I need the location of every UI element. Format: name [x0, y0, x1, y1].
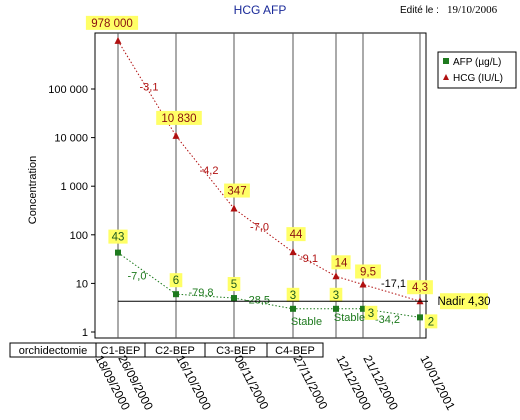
hcg-series: -3,1 -4,2 -7,0 -9,1 -17,1 978 000 10 830 347 44 1… — [85, 15, 433, 305]
value-label: 4,3 — [412, 282, 428, 294]
value-label-box — [169, 273, 183, 288]
value-label: 978 000 — [91, 18, 133, 30]
rate-label: -3,1 — [140, 81, 159, 93]
value-label-box — [407, 280, 433, 295]
value-label-box — [108, 229, 128, 244]
value-label: 3 — [333, 290, 339, 302]
y-tick-label: 100 — [70, 230, 88, 242]
data-point — [359, 280, 367, 288]
treatment-label: orchidectomie — [19, 345, 87, 357]
legend-afp-label: AFP (µg/L) — [453, 57, 501, 68]
edit-date: 19/10/2006 — [447, 4, 498, 16]
data-point — [231, 295, 237, 302]
rate-label: -4,2 — [200, 165, 219, 177]
y-tick-label: 1 000 — [60, 181, 88, 193]
chart-title: HCG AFP — [234, 3, 287, 17]
value-label: 10 830 — [161, 113, 196, 125]
data-point — [332, 272, 340, 280]
value-label-box — [329, 287, 343, 302]
y-axis-label: Concentration — [27, 156, 39, 225]
y-tick-label: 100 000 — [48, 84, 88, 96]
edit-label: Edité le : — [400, 5, 439, 16]
data-point — [172, 131, 180, 139]
rate-label: -9,1 — [299, 253, 318, 265]
data-point — [173, 291, 179, 298]
legend: AFP (µg/L) HCG (IU/L) — [437, 51, 517, 89]
value-label: 347 — [227, 186, 246, 198]
value-label-box — [156, 110, 202, 125]
afp-series: -7,0 -79,8 -28,5 Stable Stable -34,2 43 6 5 3 3 3 2 — [108, 229, 438, 329]
value-label-box — [286, 287, 300, 302]
treatment-cell — [266, 342, 324, 358]
data-point — [289, 248, 297, 256]
nadir-label-box — [440, 293, 488, 310]
rate-label: Stable — [334, 312, 365, 324]
nadir-label: Nadir 4,30 — [437, 296, 490, 308]
treatment-label: C3-BEP — [216, 345, 256, 357]
rate-label: -79,8 — [188, 287, 213, 299]
value-label: 2 — [428, 316, 434, 328]
legend-afp-marker — [443, 58, 449, 64]
value-label-box — [85, 15, 139, 30]
data-point — [114, 36, 122, 44]
value-label-box — [331, 255, 351, 270]
treatment-label: C2-BEP — [155, 345, 195, 357]
rate-label: Stable — [291, 316, 322, 328]
value-label: 6 — [173, 275, 179, 287]
treatment-label: C1-BEP — [101, 345, 141, 357]
y-axis-ticks: 1 10 100 1 000 10 000 100 000 — [48, 84, 95, 339]
value-label-box — [355, 264, 381, 279]
y-tick-label: 10 — [76, 278, 88, 290]
value-label-box — [424, 314, 438, 329]
value-label: 3 — [368, 308, 374, 320]
data-point — [290, 305, 296, 312]
data-point — [417, 314, 423, 321]
value-label-box — [227, 277, 241, 292]
y-tick-label: 1 — [82, 327, 88, 339]
y-tick-label: 10 000 — [54, 133, 88, 145]
nadir-layer: Nadir 4,30 — [118, 293, 491, 310]
legend-hcg-marker — [443, 74, 449, 80]
rate-label: -34,2 — [375, 314, 400, 326]
rate-label: -17,1 — [381, 278, 406, 290]
value-label: 44 — [290, 229, 303, 241]
value-label: 5 — [231, 279, 237, 291]
data-point — [115, 249, 121, 256]
data-point — [333, 305, 339, 312]
legend-box — [437, 51, 517, 89]
value-label: 43 — [112, 232, 125, 244]
value-label-box — [224, 183, 250, 198]
rate-label: -28,5 — [245, 294, 270, 306]
data-point — [230, 204, 238, 212]
value-label: 3 — [290, 290, 296, 302]
treatment-label: C4-BEP — [275, 345, 315, 357]
treatment-band: orchidectomie C1-BEP C2-BEP C3-BEP C4-BEP — [9, 342, 324, 358]
value-label-box — [286, 227, 306, 242]
data-point — [360, 305, 366, 312]
value-label: 9,5 — [360, 266, 376, 278]
value-label-box — [364, 305, 378, 320]
rate-label: -7,0 — [128, 270, 147, 282]
rate-label: -7,0 — [250, 221, 269, 233]
plot-area-frame — [94, 32, 427, 339]
legend-hcg-label: HCG (IU/L) — [453, 73, 503, 84]
value-label: 14 — [335, 257, 348, 269]
